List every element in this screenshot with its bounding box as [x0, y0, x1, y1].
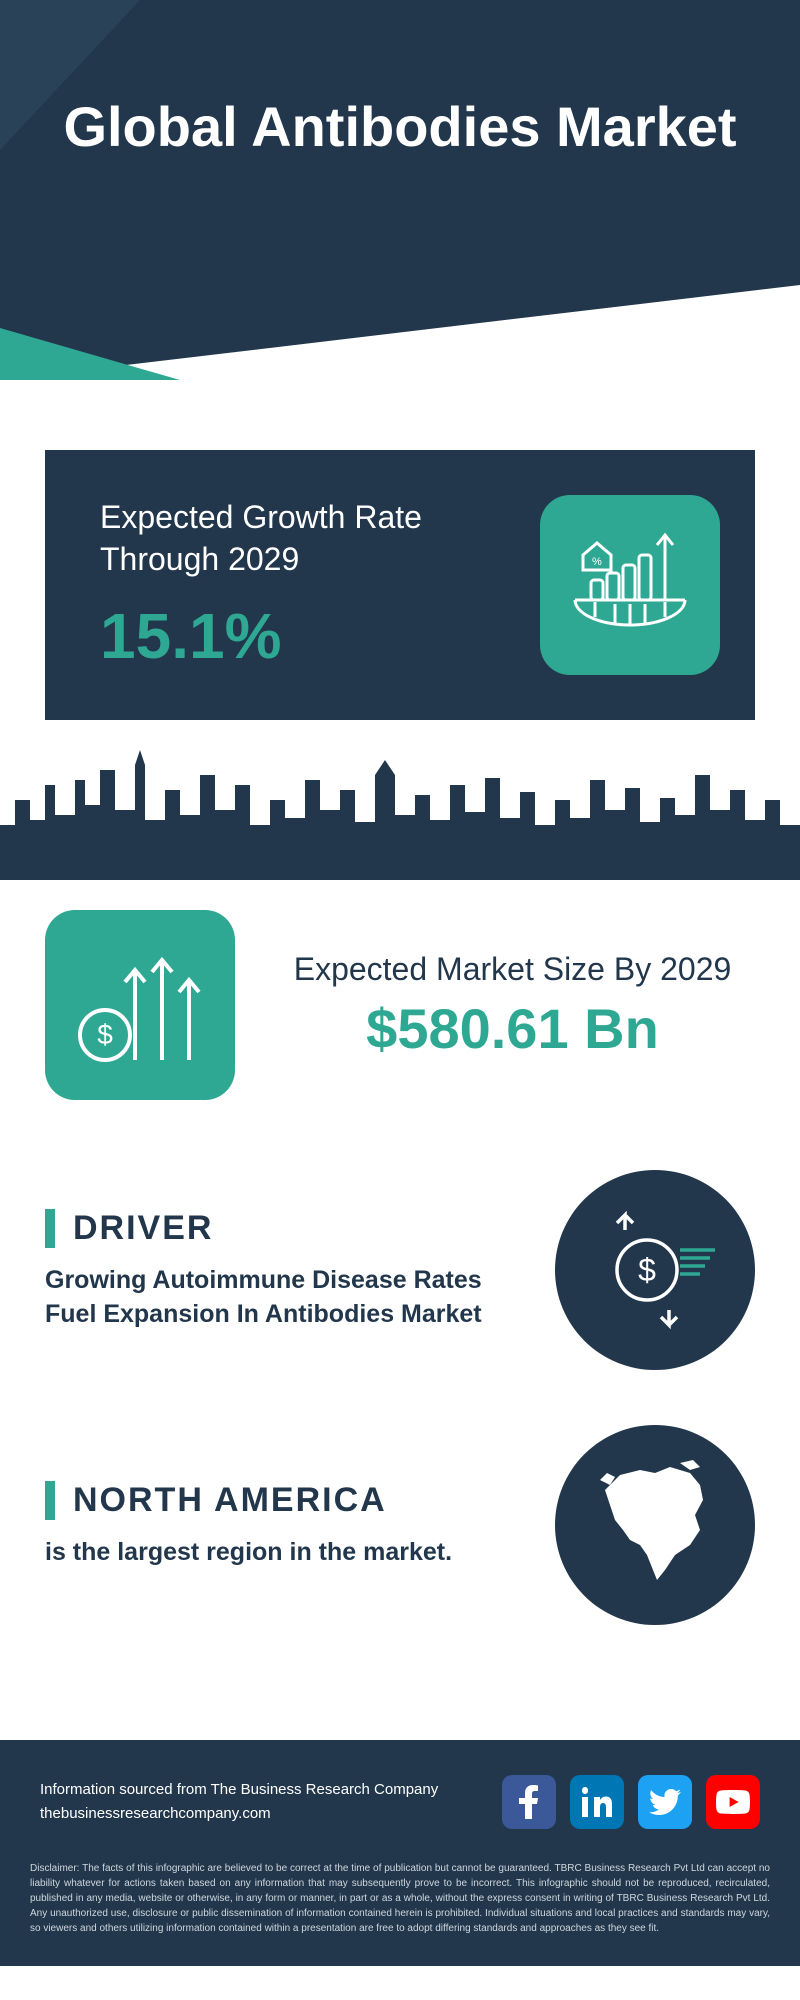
info-sections: DRIVER Growing Autoimmune Disease Rates …	[0, 1150, 800, 1740]
driver-body: Growing Autoimmune Disease Rates Fuel Ex…	[45, 1264, 525, 1332]
facebook-icon[interactable]	[502, 1775, 556, 1829]
market-size-arrows-icon: $	[45, 910, 235, 1100]
main-title: Global Antibodies Market	[0, 95, 800, 159]
svg-text:$: $	[97, 1019, 113, 1050]
driver-text: DRIVER Growing Autoimmune Disease Rates …	[45, 1209, 525, 1332]
header-accent-bottom	[0, 328, 180, 380]
driver-title: DRIVER	[45, 1209, 525, 1248]
market-size-label: Expected Market Size By 2029	[270, 949, 755, 991]
north-america-map-icon	[555, 1425, 755, 1625]
growth-value: 15.1%	[100, 599, 540, 673]
region-text: NORTH AMERICA is the largest region in t…	[45, 1481, 525, 1570]
footer: Information sourced from The Business Re…	[0, 1740, 800, 1849]
market-size-value: $580.61 Bn	[270, 996, 755, 1061]
region-row: NORTH AMERICA is the largest region in t…	[45, 1425, 755, 1625]
footer-attribution: Information sourced from The Business Re…	[40, 1778, 438, 1826]
linkedin-icon[interactable]	[570, 1775, 624, 1829]
svg-text:$: $	[638, 1252, 656, 1288]
growth-chart-icon: %	[540, 495, 720, 675]
skyline-divider	[0, 730, 800, 880]
disclaimer-text: Disclaimer: The facts of this infographi…	[0, 1849, 800, 1966]
youtube-icon[interactable]	[706, 1775, 760, 1829]
region-body: is the largest region in the market.	[45, 1536, 525, 1570]
growth-text: Expected Growth Rate Through 2029 15.1%	[100, 497, 540, 672]
driver-row: DRIVER Growing Autoimmune Disease Rates …	[45, 1170, 755, 1370]
market-size-text: Expected Market Size By 2029 $580.61 Bn	[270, 949, 755, 1062]
social-row	[502, 1775, 760, 1829]
svg-text:%: %	[592, 556, 602, 568]
money-exchange-icon: $	[555, 1170, 755, 1370]
growth-label: Expected Growth Rate Through 2029	[100, 497, 540, 580]
twitter-icon[interactable]	[638, 1775, 692, 1829]
header-section: Global Antibodies Market	[0, 0, 800, 430]
footer-line1: Information sourced from The Business Re…	[40, 1778, 438, 1802]
infographic-root: Global Antibodies Market Expected Growth…	[0, 0, 800, 1966]
growth-card: Expected Growth Rate Through 2029 15.1%	[45, 450, 755, 720]
footer-line2: thebusinessresearchcompany.com	[40, 1802, 438, 1826]
region-title: NORTH AMERICA	[45, 1481, 525, 1520]
market-size-section: $ Expected Market Size By 2029 $580.61 B…	[0, 880, 800, 1150]
